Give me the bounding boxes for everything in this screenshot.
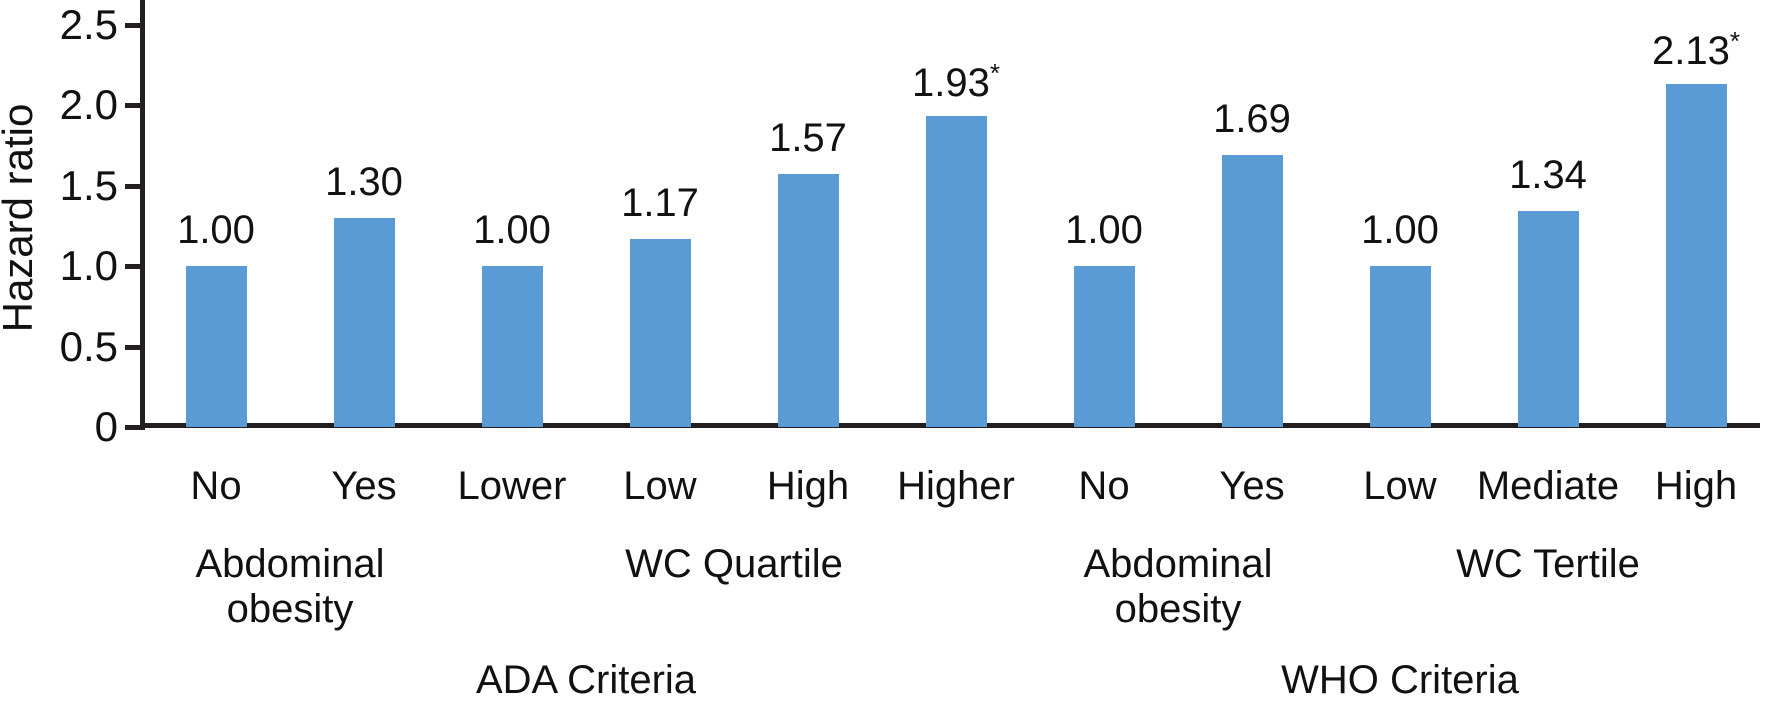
bar xyxy=(925,116,987,427)
x-tick-label: High xyxy=(1654,464,1738,508)
bar-value-label: 1.17 xyxy=(621,181,699,225)
y-axis-line xyxy=(140,0,145,430)
y-tick-label: 1.0 xyxy=(59,242,118,289)
bar-value-label: 1.00 xyxy=(177,208,255,252)
group-label: WC Tertile xyxy=(1456,542,1640,586)
x-tick-label: Low xyxy=(1363,464,1437,508)
bar-value-label: 2.13* xyxy=(1652,26,1740,73)
bar xyxy=(1665,84,1727,427)
bar xyxy=(1369,266,1431,427)
y-tick-label: 2.0 xyxy=(59,81,118,128)
bar-value-label: 1.34 xyxy=(1509,153,1587,197)
significance-star: * xyxy=(1729,26,1740,56)
y-tick-mark xyxy=(125,183,141,189)
y-axis-title: Hazard ratio xyxy=(0,103,41,333)
y-tick-mark xyxy=(125,22,141,28)
y-tick-label: 0.5 xyxy=(59,322,118,370)
y-tick-mark xyxy=(125,425,141,430)
y-tick-label: 1.5 xyxy=(59,161,118,209)
bar xyxy=(1221,155,1283,427)
y-tick-label: 0 xyxy=(94,403,118,450)
bar-value-label: 1.69 xyxy=(1213,97,1291,141)
x-tick-label: Yes xyxy=(1219,464,1285,508)
bar-value-label: 1.00 xyxy=(473,208,551,252)
bar xyxy=(1073,266,1135,427)
x-tick-label: Mediate xyxy=(1476,464,1620,508)
x-tick-label: Yes xyxy=(331,464,397,508)
y-tick-mark xyxy=(125,103,141,108)
bar xyxy=(481,266,543,427)
bar xyxy=(185,266,247,427)
bar-value-label: 1.93* xyxy=(912,58,1000,105)
group-label: WC Quartile xyxy=(625,542,843,586)
bar xyxy=(1517,211,1579,427)
x-tick-label: High xyxy=(766,464,850,508)
bar xyxy=(333,218,395,427)
x-tick-label: Low xyxy=(623,464,697,508)
y-tick-mark xyxy=(125,344,141,350)
y-tick-label: 2.5 xyxy=(59,0,118,48)
x-tick-label: Lower xyxy=(457,464,567,508)
x-tick-label: No xyxy=(190,464,242,508)
bar-value-label: 1.00 xyxy=(1361,208,1439,252)
bar xyxy=(629,239,691,427)
group-label: Abdominal obesity xyxy=(195,542,385,631)
bar-value-label: 1.00 xyxy=(1065,208,1143,252)
y-tick-mark xyxy=(125,264,141,269)
group-label: Abdominal obesity xyxy=(1083,542,1273,631)
bar-value-label: 1.57 xyxy=(769,116,847,160)
x-tick-label: Higher xyxy=(897,464,1015,508)
criteria-label: WHO Criteria xyxy=(1281,658,1519,702)
bar-value-label: 1.30 xyxy=(325,160,403,204)
significance-star: * xyxy=(989,58,1000,88)
x-tick-label: No xyxy=(1078,464,1130,508)
criteria-label: ADA Criteria xyxy=(475,658,697,702)
bar xyxy=(777,174,839,427)
